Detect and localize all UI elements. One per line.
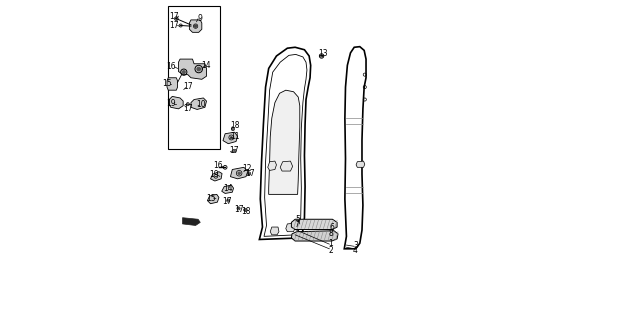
Polygon shape [264, 54, 307, 236]
Polygon shape [211, 172, 222, 181]
Circle shape [228, 200, 229, 201]
Text: 7: 7 [294, 220, 299, 229]
Polygon shape [344, 47, 366, 249]
Polygon shape [169, 96, 183, 109]
Text: 17: 17 [223, 197, 232, 206]
Polygon shape [356, 161, 365, 167]
Text: 13: 13 [318, 49, 328, 58]
Polygon shape [286, 223, 295, 232]
Circle shape [197, 67, 200, 71]
Text: 17: 17 [245, 169, 255, 178]
Polygon shape [291, 219, 337, 230]
Text: 17: 17 [169, 21, 179, 30]
Text: 14: 14 [223, 184, 233, 193]
Text: 4: 4 [353, 246, 358, 255]
Circle shape [182, 71, 186, 74]
Circle shape [238, 208, 239, 209]
Polygon shape [280, 161, 292, 171]
Circle shape [238, 172, 241, 174]
Text: 8: 8 [328, 229, 333, 238]
Text: 15: 15 [162, 80, 172, 88]
Polygon shape [259, 47, 310, 239]
Polygon shape [268, 161, 276, 170]
Circle shape [230, 137, 232, 138]
Polygon shape [221, 185, 234, 193]
Text: 15: 15 [205, 194, 215, 202]
Circle shape [232, 128, 234, 130]
Text: 12: 12 [242, 165, 252, 173]
Text: 19: 19 [166, 99, 176, 108]
Text: 17: 17 [183, 82, 193, 91]
Polygon shape [270, 227, 279, 235]
Text: 14: 14 [202, 62, 211, 70]
Polygon shape [167, 78, 177, 90]
Bar [168, 6, 220, 149]
Polygon shape [291, 231, 338, 241]
Polygon shape [207, 194, 219, 204]
Text: 19: 19 [209, 170, 219, 179]
Text: 17: 17 [170, 12, 179, 21]
Circle shape [175, 18, 177, 20]
Text: 17: 17 [234, 206, 244, 214]
Text: 18: 18 [230, 122, 239, 130]
Circle shape [248, 173, 250, 174]
Text: 17: 17 [230, 146, 239, 155]
Polygon shape [269, 90, 300, 194]
Polygon shape [223, 132, 237, 144]
Text: 3: 3 [353, 241, 358, 250]
Text: 17: 17 [183, 104, 193, 113]
Circle shape [195, 25, 197, 27]
Polygon shape [189, 20, 202, 32]
Circle shape [321, 55, 323, 57]
Text: 10: 10 [196, 100, 206, 109]
Circle shape [180, 25, 181, 26]
Polygon shape [191, 98, 207, 109]
Text: 11: 11 [230, 132, 239, 141]
Polygon shape [230, 167, 248, 179]
Text: 6: 6 [329, 223, 334, 232]
Circle shape [244, 209, 246, 211]
Polygon shape [179, 59, 207, 79]
Text: 18: 18 [241, 207, 251, 216]
Circle shape [234, 150, 235, 151]
Text: 16: 16 [166, 63, 175, 71]
Text: 16: 16 [214, 161, 223, 170]
Text: 2: 2 [328, 246, 333, 255]
Text: 5: 5 [295, 215, 300, 224]
Text: 9: 9 [198, 14, 203, 23]
Polygon shape [182, 218, 200, 225]
Text: 1: 1 [328, 239, 333, 248]
